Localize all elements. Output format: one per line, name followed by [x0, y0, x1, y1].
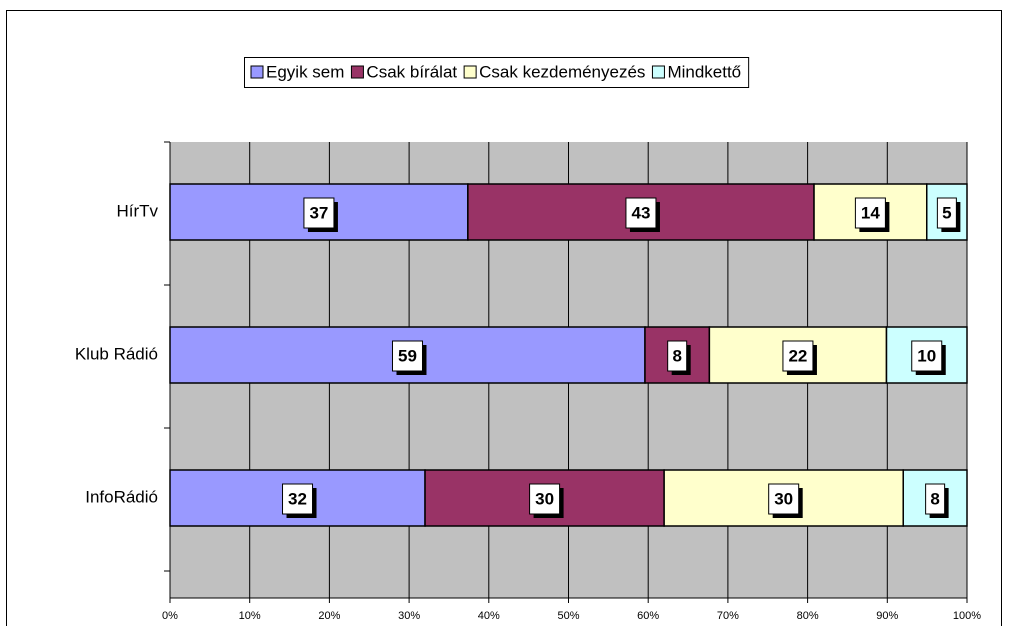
data-label: 59	[398, 346, 417, 365]
legend-swatch	[250, 65, 264, 79]
label-box	[303, 197, 335, 229]
legend-label: Csak bírálat	[366, 62, 457, 81]
data-label: 30	[535, 489, 554, 508]
x-tick-label: 20%	[318, 610, 340, 622]
label-box	[529, 483, 561, 515]
label-box	[854, 197, 886, 229]
data-label: 30	[774, 489, 793, 508]
label-box	[667, 340, 688, 372]
data-label: 14	[861, 203, 880, 222]
legend-label: Egyik sem	[266, 62, 344, 81]
y-tick-label: HírTv	[116, 201, 158, 220]
data-label: 8	[672, 346, 681, 365]
label-box	[782, 340, 814, 372]
legend-label: Csak kezdeményezés	[479, 62, 645, 81]
data-label: 10	[917, 346, 936, 365]
label-box	[282, 483, 314, 515]
x-tick-label: 80%	[797, 610, 819, 622]
label-box	[936, 197, 957, 229]
label-box	[911, 340, 943, 372]
label-box	[925, 483, 946, 515]
data-label: 5	[942, 203, 951, 222]
x-tick-label: 10%	[239, 610, 261, 622]
data-label: 22	[788, 346, 807, 365]
label-box	[391, 340, 423, 372]
data-label: 43	[631, 203, 650, 222]
x-tick-label: 40%	[478, 610, 500, 622]
legend: Egyik sem Csak bírálat Csak kezdeményezés M…	[244, 57, 750, 88]
x-tick-label: 70%	[717, 610, 739, 622]
legend-swatch	[651, 65, 665, 79]
legend-label: Mindkettő	[667, 62, 741, 81]
legend-swatch	[350, 65, 364, 79]
data-label: 32	[288, 489, 307, 508]
x-tick-label: 100%	[953, 610, 981, 622]
y-tick-label: InfoRádió	[85, 487, 158, 506]
x-tick-label: 50%	[557, 610, 579, 622]
y-tick-label: Klub Rádió	[75, 344, 158, 363]
x-tick-label: 30%	[398, 610, 420, 622]
label-box	[768, 483, 800, 515]
data-label: 37	[309, 203, 328, 222]
label-box	[625, 197, 657, 229]
x-tick-label: 90%	[876, 610, 898, 622]
x-tick-label: 60%	[637, 610, 659, 622]
x-tick-label: 0%	[162, 610, 178, 622]
legend-swatch	[463, 65, 477, 79]
data-label: 8	[930, 489, 939, 508]
